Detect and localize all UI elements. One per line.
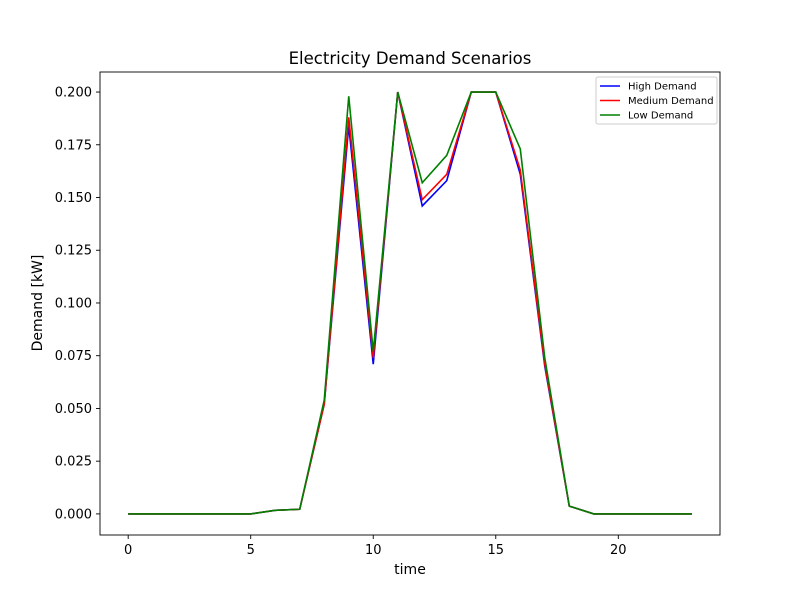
y-tick-label: 0.175 xyxy=(55,138,92,153)
y-tick-label: 0.200 xyxy=(55,86,92,101)
y-tick-label: 0.050 xyxy=(55,402,92,417)
x-tick-label: 10 xyxy=(365,543,382,558)
series-line-2 xyxy=(128,91,692,515)
y-axis-label: Demand [kW] xyxy=(30,255,46,352)
x-tick-label: 5 xyxy=(247,543,255,558)
x-axis-label: time xyxy=(394,562,426,578)
legend-label-0: High Demand xyxy=(628,82,697,93)
plot-area: 0 5 10 15 20 0.000 0.025 0.050 0.075 0.100 0.125 0.… xyxy=(55,71,721,558)
x-tick-label: 15 xyxy=(487,543,504,558)
y-tick-label: 0.150 xyxy=(55,191,92,206)
y-tick-label: 0.075 xyxy=(55,349,92,364)
legend-box xyxy=(595,76,718,125)
plot-frame xyxy=(99,71,721,536)
y-tick-label: 0.100 xyxy=(55,296,92,311)
legend-label-1: Medium Demand xyxy=(628,96,714,107)
y-tick-label: 0.000 xyxy=(55,507,92,522)
x-tick-label: 0 xyxy=(124,543,132,558)
chart-title: Electricity Demand Scenarios xyxy=(289,49,532,68)
legend-label-2: Low Demand xyxy=(628,111,693,122)
y-tick-label: 0.125 xyxy=(55,244,92,259)
y-tick-label: 0.025 xyxy=(55,455,92,470)
x-tick-label: 20 xyxy=(610,543,627,558)
